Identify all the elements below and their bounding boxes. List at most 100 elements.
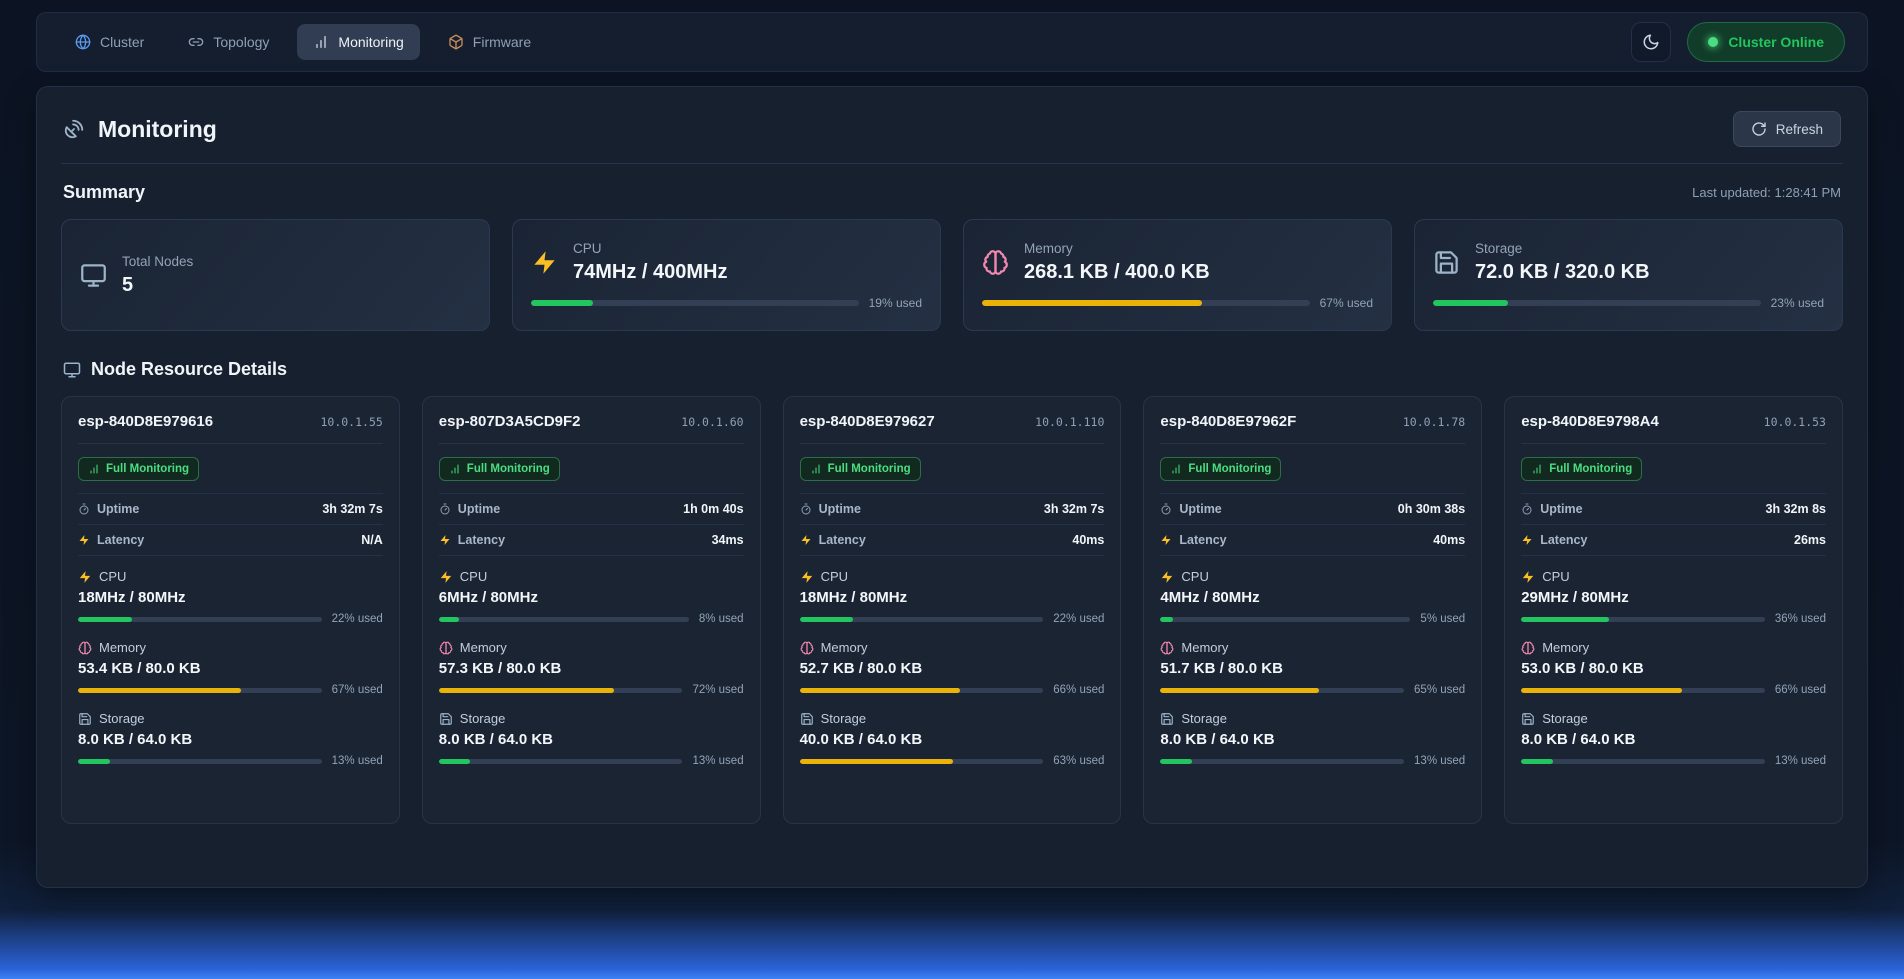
summary-card-memory: Memory 268.1 KB / 400.0 KB 67% used	[963, 219, 1392, 331]
nav-tabs: Cluster Topology Monitoring Firmware	[59, 24, 547, 60]
node-ip: 10.0.1.110	[1035, 415, 1105, 429]
monitoring-badge: Full Monitoring	[1160, 457, 1282, 481]
monitoring-badge-label: Full Monitoring	[1188, 463, 1272, 475]
zap-icon	[78, 570, 92, 584]
timer-icon	[800, 503, 812, 515]
resource-storage: Storage 8.0 KB / 64.0 KB 13% used	[438, 711, 744, 767]
node-name: esp-840D8E979627	[799, 413, 935, 430]
stat-latency: Latency 40ms	[799, 524, 1105, 555]
stat-label: Latency	[818, 533, 866, 547]
cluster-status-button[interactable]: Cluster Online	[1687, 22, 1845, 62]
progress-bar-memory	[78, 687, 322, 693]
globe-icon	[75, 34, 91, 50]
stat-latency: Latency 26ms	[1521, 524, 1826, 555]
floppy-icon	[800, 712, 814, 726]
resource-value: 29MHz / 80MHz	[1521, 589, 1629, 606]
resource-memory: Memory 53.0 KB / 80.0 KB 66% used	[1521, 640, 1826, 696]
node-resources: CPU 4MHz / 80MHz 5% used Memory 51.7 KB …	[1160, 569, 1465, 767]
stat-label: Latency	[97, 533, 145, 547]
stat-uptime: Uptime 3h 32m 8s	[1521, 494, 1826, 524]
percent-used-label: 67% used	[331, 684, 383, 696]
percent-used-label: 66% used	[1053, 684, 1105, 696]
tab-label: Cluster	[100, 34, 145, 50]
stat-value: 3h 32m 7s	[322, 502, 383, 516]
resource-value: 53.0 KB / 80.0 KB	[1521, 660, 1644, 677]
summary-card-cpu: CPU 74MHz / 400MHz 19% used	[512, 219, 941, 331]
percent-used-label: 13% used	[1414, 755, 1466, 767]
summary-heading: Summary	[63, 182, 146, 202]
progress-bar-storage	[1160, 758, 1405, 764]
stat-label: Uptime	[1179, 502, 1222, 516]
stat-value: 26ms	[1794, 533, 1826, 547]
percent-used-label: 13% used	[331, 755, 383, 767]
tab-cluster[interactable]: Cluster	[59, 24, 160, 60]
monitor-icon	[80, 262, 107, 289]
theme-toggle-button[interactable]	[1631, 22, 1672, 62]
progress-bar-cpu	[531, 299, 859, 306]
stat-label: Latency	[1540, 533, 1588, 547]
resource-memory: Memory 57.3 KB / 80.0 KB 72% used	[438, 640, 744, 696]
page-title: Monitoring	[63, 116, 217, 143]
node-name: esp-840D8E97962F	[1160, 413, 1297, 430]
percent-used-label: 65% used	[1414, 684, 1466, 696]
floppy-icon	[1521, 712, 1535, 726]
chart-icon	[313, 34, 329, 50]
refresh-button-label: Refresh	[1775, 121, 1823, 137]
chart-icon	[1170, 463, 1182, 475]
floppy-icon	[78, 712, 92, 726]
node-stats: Uptime 3h 32m 7s Latency 40ms	[799, 493, 1105, 556]
refresh-button[interactable]: Refresh	[1732, 111, 1841, 147]
resource-label: Memory	[1542, 640, 1590, 655]
resource-value: 8.0 KB / 64.0 KB	[1521, 731, 1636, 748]
resource-label: CPU	[1181, 569, 1209, 584]
resource-label: Storage	[1542, 711, 1588, 726]
resource-label: Memory	[99, 640, 146, 655]
node-resources: CPU 29MHz / 80MHz 36% used Memory 53.0 K…	[1521, 569, 1826, 767]
timer-icon	[1160, 503, 1172, 515]
tab-label: Topology	[213, 34, 270, 50]
last-updated-label: Last updated: 1:28:41 PM	[1692, 185, 1841, 200]
monitoring-badge-label: Full Monitoring	[466, 463, 550, 475]
summary-card-label: Storage	[1475, 240, 1523, 256]
zap-icon	[439, 570, 453, 584]
resource-label: Memory	[820, 640, 868, 655]
stat-value: 40ms	[1433, 533, 1466, 547]
progress-bar-cpu	[1160, 616, 1411, 622]
progress-bar-cpu	[78, 616, 322, 622]
package-icon	[448, 34, 464, 50]
resource-cpu: CPU 29MHz / 80MHz 36% used	[1521, 569, 1826, 625]
resource-memory: Memory 53.4 KB / 80.0 KB 67% used	[78, 640, 383, 696]
tab-topology[interactable]: Topology	[172, 24, 285, 60]
resource-label: Memory	[1181, 640, 1229, 655]
stat-uptime: Uptime 3h 32m 7s	[78, 494, 383, 524]
progress-bar-storage	[78, 758, 322, 764]
node-stats: Uptime 3h 32m 7s Latency N/A	[78, 493, 383, 556]
node-cards: esp-840D8E979616 10.0.1.55 Full Monitori…	[61, 396, 1843, 824]
resource-cpu: CPU 18MHz / 80MHz 22% used	[799, 569, 1104, 625]
tab-firmware[interactable]: Firmware	[432, 24, 547, 60]
resource-value: 4MHz / 80MHz	[1160, 589, 1260, 606]
progress-bar-storage	[1521, 758, 1765, 764]
percent-used-label: 36% used	[1774, 613, 1826, 625]
percent-used-label: 66% used	[1774, 684, 1826, 696]
zap-icon	[439, 534, 451, 546]
stat-label: Uptime	[1540, 502, 1583, 516]
stat-uptime: Uptime 0h 30m 38s	[1160, 494, 1465, 524]
percent-used-label: 8% used	[698, 613, 744, 625]
monitoring-badge-label: Full Monitoring	[106, 463, 190, 475]
resource-cpu: CPU 4MHz / 80MHz 5% used	[1160, 569, 1465, 625]
progress-bar-cpu	[1521, 616, 1765, 622]
chart-icon	[810, 463, 822, 475]
progress-bar-memory	[1160, 687, 1405, 693]
link-icon	[188, 34, 204, 50]
brain-icon	[982, 249, 1009, 276]
node-ip: 10.0.1.55	[320, 415, 383, 429]
node-card-esp-840d8e9798a4: esp-840D8E9798A4 10.0.1.53 Full Monitori…	[1504, 396, 1843, 824]
tab-monitoring[interactable]: Monitoring	[297, 24, 420, 60]
summary-card-label: Total Nodes	[122, 253, 194, 269]
node-ip: 10.0.1.53	[1763, 415, 1826, 429]
node-resources: CPU 18MHz / 80MHz 22% used Memory 52.7 K…	[799, 569, 1105, 767]
page-title-text: Monitoring	[98, 115, 217, 142]
status-dot-icon	[1708, 37, 1719, 47]
chart-icon	[1531, 463, 1543, 475]
